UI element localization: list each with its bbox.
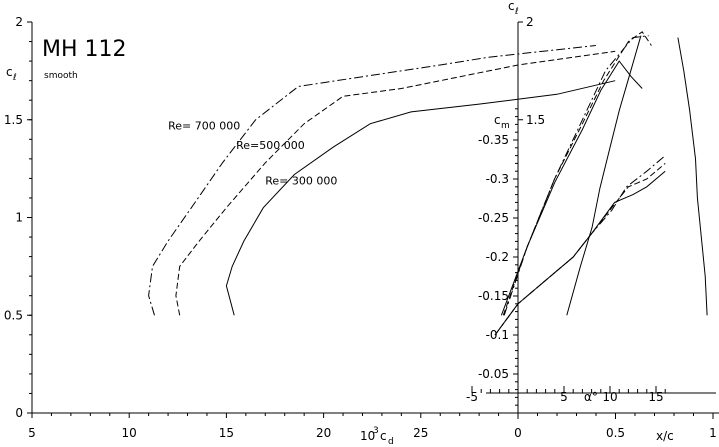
- polar-x-tick-label: 20: [316, 426, 331, 440]
- chart-title: MH 112: [42, 37, 127, 62]
- alpha-tick-label: 15: [648, 390, 663, 404]
- transition-x-tick-label: 0.5: [606, 426, 625, 440]
- cl-alpha-series-2: [500, 60, 643, 316]
- polar-x-label-prefix: 10: [360, 429, 375, 443]
- alpha-tick-label: 5: [560, 390, 568, 404]
- transition-curve-1: [677, 37, 708, 316]
- cm-tick-label: -0.1: [486, 328, 509, 342]
- cm-alpha-series-2: [494, 170, 666, 336]
- cm-tick-label: -0.35: [478, 133, 509, 147]
- chart-subtitle: smooth: [44, 71, 78, 81]
- cm-tick-label: -0.25: [478, 211, 509, 225]
- polar-y-tick-label: 0: [15, 406, 23, 420]
- re-label-1: Re=500 000: [236, 139, 305, 152]
- curve-group: [148, 31, 708, 336]
- transition-x-tick-label: 1: [709, 426, 717, 440]
- cl-alpha-series-0: [503, 35, 649, 316]
- polar-y-tick-label: 1: [15, 211, 23, 225]
- polar-series-1: [175, 50, 616, 316]
- polar-y-tick-label: 2: [15, 15, 23, 29]
- right-cl-label-sub: ℓ: [514, 7, 519, 17]
- re-label-0: Re= 700 000: [168, 120, 240, 133]
- polar-x-label: 10 3 c d: [360, 426, 394, 447]
- cm-axis-label: c m: [494, 113, 510, 131]
- polar-y-label-var: c: [6, 65, 13, 79]
- re-label-group: Re= 700 000 Re=500 000 Re= 300 000: [168, 120, 337, 188]
- cm-alpha-series-1: [494, 163, 666, 336]
- transition-x-tick-label: 0: [514, 426, 522, 440]
- transition-curve-0: [566, 35, 642, 316]
- polar-y-tick-label: 0.5: [4, 308, 23, 322]
- polar-x-tick-label: 15: [219, 426, 234, 440]
- cm-tick-label: -0.2: [486, 250, 509, 264]
- cm-axis-label-sub: m: [501, 121, 510, 131]
- polar-x-label-sub: d: [388, 437, 394, 447]
- alpha-axis-label: α°: [584, 390, 598, 404]
- cm-tick-label: -0.05: [478, 367, 509, 381]
- cm-axis-label-var: c: [494, 113, 501, 127]
- alpha-tick-label: 10: [602, 390, 617, 404]
- polar-x-tick-label: 10: [122, 426, 137, 440]
- re-label-2: Re= 300 000: [265, 174, 337, 187]
- polar-x-tick-label: 5: [28, 426, 36, 440]
- right-cl-tick-label: 1.5: [526, 113, 545, 127]
- polar-x-label-var: c: [380, 429, 387, 443]
- polar-y-label-sub: ℓ: [12, 73, 17, 83]
- polar-series-2: [225, 80, 616, 316]
- transition-x-label: x/c: [656, 429, 674, 443]
- cm-tick-label: -0.15: [478, 289, 509, 303]
- polar-x-tick-label: 25: [413, 426, 428, 440]
- polar-y-tick-label: 1.5: [4, 113, 23, 127]
- polar-x-label-exp: 3: [373, 426, 379, 436]
- tick-group: 5 10 15 20 2500.511.521.52-0.05-0.1-0.15-0.2…: [4, 15, 717, 440]
- polar-series-0: [148, 45, 596, 316]
- polar-y-label: c ℓ: [6, 65, 17, 83]
- right-cl-label: c ℓ: [508, 0, 519, 17]
- cm-tick-label: -0.3: [486, 172, 509, 186]
- right-cl-label-var: c: [508, 0, 515, 13]
- right-cl-tick-label: 2: [526, 15, 534, 29]
- alpha-tick-label: -5: [466, 390, 478, 404]
